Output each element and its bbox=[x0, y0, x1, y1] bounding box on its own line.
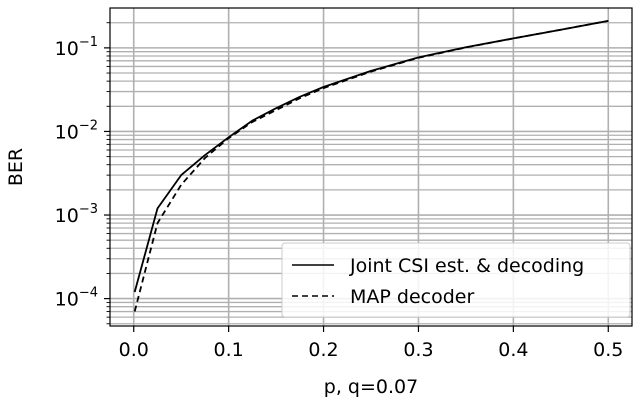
legend-box bbox=[281, 242, 631, 318]
legend-label-joint: Joint CSI est. & decoding bbox=[349, 255, 584, 277]
x-tick-label: 0.5 bbox=[593, 339, 623, 361]
x-tick-label: 0.2 bbox=[308, 339, 338, 361]
axis-ticks: 0.0 0.1 0.2 0.3 0.4 0.5 10−4 10−3 10−2 10−1 bbox=[55, 22, 623, 361]
series-layer bbox=[133, 20, 609, 312]
x-tick-label: 0.1 bbox=[214, 339, 244, 361]
series-map-decoder-line bbox=[133, 20, 609, 312]
plot-frame bbox=[109, 7, 633, 327]
x-tick-label: 0.0 bbox=[119, 339, 149, 361]
y-axis-label: BER bbox=[5, 148, 27, 186]
legend: Joint CSI est. & decoding MAP decoder bbox=[281, 242, 631, 318]
y-tick-label: 10−4 bbox=[55, 286, 98, 311]
y-tick-label: 10−3 bbox=[55, 202, 98, 227]
y-tick-label: 10−2 bbox=[55, 118, 98, 143]
x-tick-label: 0.4 bbox=[498, 339, 528, 361]
x-axis-label: p, q=0.07 bbox=[324, 376, 418, 398]
y-tick-label: 10−1 bbox=[55, 35, 98, 60]
legend-label-map: MAP decoder bbox=[350, 286, 474, 308]
x-tick-label: 0.3 bbox=[403, 339, 433, 361]
